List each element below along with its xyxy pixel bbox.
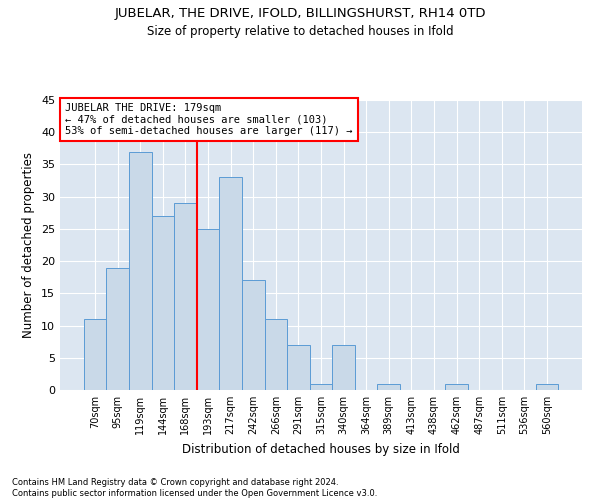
Bar [84, 319, 106, 390]
Bar [174, 203, 197, 390]
Text: JUBELAR, THE DRIVE, IFOLD, BILLINGSHURST, RH14 0TD: JUBELAR, THE DRIVE, IFOLD, BILLINGSHURST… [114, 8, 486, 20]
Text: JUBELAR THE DRIVE: 179sqm
← 47% of detached houses are smaller (103)
53% of semi: JUBELAR THE DRIVE: 179sqm ← 47% of detac… [65, 103, 353, 136]
Text: Size of property relative to detached houses in Ifold: Size of property relative to detached ho… [146, 25, 454, 38]
Bar [536, 384, 558, 390]
Y-axis label: Number of detached properties: Number of detached properties [22, 152, 35, 338]
Bar [106, 268, 129, 390]
Bar [129, 152, 152, 390]
Bar [197, 229, 220, 390]
Text: Contains HM Land Registry data © Crown copyright and database right 2024.
Contai: Contains HM Land Registry data © Crown c… [12, 478, 377, 498]
Text: Distribution of detached houses by size in Ifold: Distribution of detached houses by size … [182, 442, 460, 456]
Bar [265, 319, 287, 390]
Bar [377, 384, 400, 390]
Bar [287, 345, 310, 390]
Bar [332, 345, 355, 390]
Bar [152, 216, 174, 390]
Bar [445, 384, 468, 390]
Bar [220, 178, 242, 390]
Bar [242, 280, 265, 390]
Bar [310, 384, 332, 390]
